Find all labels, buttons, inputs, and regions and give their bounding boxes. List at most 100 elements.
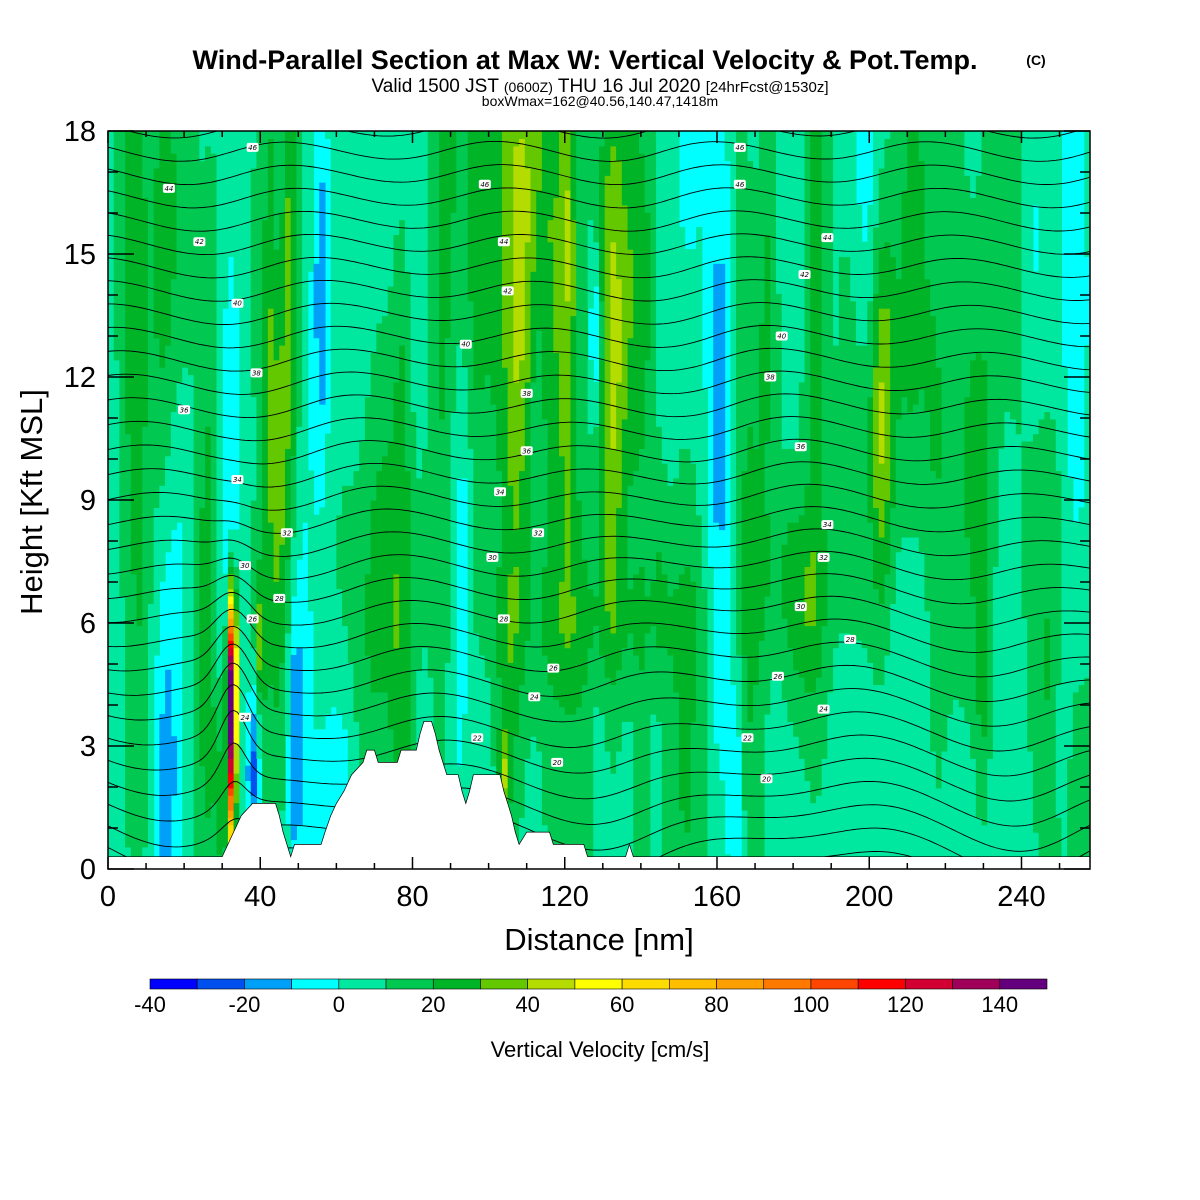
velocity-cell — [245, 470, 251, 478]
velocity-cell — [182, 286, 188, 294]
velocity-cell — [256, 360, 262, 368]
velocity-cell — [359, 153, 365, 161]
velocity-cell — [416, 301, 422, 309]
velocity-cell — [393, 146, 399, 154]
velocity-cell — [296, 507, 302, 515]
velocity-cell — [285, 323, 291, 331]
velocity-cell — [177, 507, 183, 515]
velocity-cell — [314, 662, 320, 670]
velocity-cell — [137, 404, 143, 412]
velocity-cell — [182, 441, 188, 449]
velocity-cell — [319, 699, 325, 707]
velocity-cell — [171, 161, 177, 169]
velocity-cell — [359, 729, 365, 737]
velocity-cell — [131, 825, 137, 833]
velocity-cell — [159, 478, 165, 486]
velocity-cell — [239, 397, 245, 405]
velocity-cell — [125, 478, 131, 486]
velocity-cell — [216, 264, 222, 272]
velocity-cell — [291, 699, 297, 707]
velocity-cell — [234, 138, 240, 146]
velocity-cell — [399, 603, 405, 611]
velocity-cell — [177, 161, 183, 169]
velocity-cell — [251, 404, 257, 412]
velocity-cell — [291, 515, 297, 523]
velocity-cell — [205, 817, 211, 825]
velocity-cell — [279, 625, 285, 633]
velocity-cell — [131, 146, 137, 154]
velocity-cell — [199, 707, 205, 715]
velocity-cell — [262, 603, 268, 611]
velocity-cell — [154, 618, 160, 626]
velocity-cell — [228, 138, 234, 146]
velocity-cell — [319, 633, 325, 641]
velocity-cell — [125, 603, 131, 611]
velocity-cell — [279, 677, 285, 685]
velocity-cell — [125, 271, 131, 279]
velocity-cell — [262, 382, 268, 390]
velocity-cell — [131, 279, 137, 287]
velocity-cell — [188, 751, 194, 759]
velocity-cell — [256, 537, 262, 545]
velocity-cell — [154, 234, 160, 242]
velocity-cell — [279, 271, 285, 279]
velocity-cell — [331, 382, 337, 390]
velocity-cell — [319, 552, 325, 560]
velocity-cell — [342, 227, 348, 235]
velocity-cell — [319, 655, 325, 663]
velocity-cell — [365, 648, 371, 656]
velocity-cell — [205, 485, 211, 493]
velocity-cell — [205, 522, 211, 530]
velocity-cell — [108, 773, 114, 781]
velocity-cell — [274, 345, 280, 353]
velocity-cell — [216, 330, 222, 338]
velocity-cell — [108, 744, 114, 752]
velocity-cell — [154, 168, 160, 176]
velocity-cell — [268, 714, 274, 722]
velocity-cell — [342, 552, 348, 560]
velocity-cell — [262, 544, 268, 552]
velocity-cell — [211, 338, 217, 346]
velocity-cell — [251, 190, 257, 198]
velocity-cell — [222, 190, 228, 198]
velocity-cell — [411, 721, 417, 729]
velocity-cell — [131, 729, 137, 737]
velocity-cell — [411, 301, 417, 309]
velocity-cell — [137, 825, 143, 833]
velocity-cell — [302, 375, 308, 383]
velocity-cell — [268, 367, 274, 375]
velocity-cell — [245, 227, 251, 235]
velocity-cell — [359, 389, 365, 397]
velocity-cell — [274, 640, 280, 648]
velocity-cell — [148, 382, 154, 390]
velocity-cell — [159, 146, 165, 154]
velocity-cell — [131, 404, 137, 412]
velocity-cell — [382, 168, 388, 176]
velocity-cell — [336, 530, 342, 538]
velocity-cell — [411, 596, 417, 604]
velocity-cell — [216, 286, 222, 294]
velocity-cell — [125, 470, 131, 478]
velocity-cell — [399, 168, 405, 176]
velocity-cell — [199, 655, 205, 663]
velocity-cell — [382, 736, 388, 744]
velocity-cell — [251, 773, 257, 781]
velocity-cell — [274, 736, 280, 744]
velocity-cell — [148, 256, 154, 264]
velocity-cell — [205, 220, 211, 228]
velocity-cell — [222, 138, 228, 146]
velocity-cell — [331, 316, 337, 324]
velocity-cell — [199, 190, 205, 198]
velocity-cell — [148, 338, 154, 346]
velocity-cell — [365, 537, 371, 545]
velocity-cell — [388, 655, 394, 663]
velocity-cell — [188, 625, 194, 633]
velocity-cell — [154, 589, 160, 597]
velocity-cell — [108, 485, 114, 493]
velocity-cell — [205, 352, 211, 360]
velocity-cell — [256, 581, 262, 589]
velocity-cell — [199, 493, 205, 501]
velocity-cell — [331, 264, 337, 272]
velocity-cell — [279, 426, 285, 434]
velocity-cell — [331, 699, 337, 707]
